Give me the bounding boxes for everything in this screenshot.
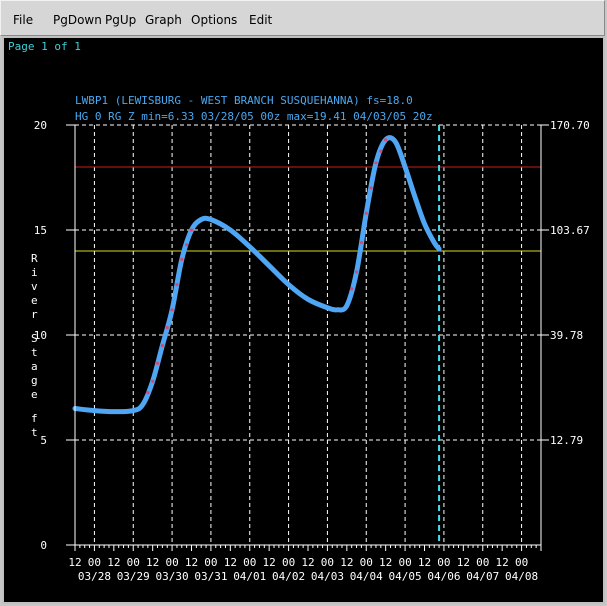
x-date-label: 03/30 <box>156 570 189 583</box>
observation-point <box>384 138 388 142</box>
x-date-label: 04/08 <box>505 570 538 583</box>
plot-frame <box>2 36 605 604</box>
x-date-label: 04/03 <box>311 570 344 583</box>
y-label-char: t <box>31 426 38 439</box>
y-label-char: r <box>31 308 38 321</box>
x-date-label: 03/29 <box>117 570 150 583</box>
x-hour-label: 12 <box>224 556 237 569</box>
x-hour-label: 00 <box>321 556 334 569</box>
menu-options[interactable]: Options <box>191 13 238 27</box>
x-hour-label: 00 <box>127 556 140 569</box>
observation-point <box>151 379 155 383</box>
y2-tick-label: 170.70 <box>550 119 590 132</box>
x-date-label: 04/01 <box>233 570 266 583</box>
menu-file[interactable]: File <box>13 13 34 27</box>
x-hour-label: 12 <box>146 556 159 569</box>
x-hour-label: 00 <box>398 556 411 569</box>
y-label-char: R <box>31 252 38 265</box>
y-label-char: t <box>31 346 38 359</box>
series <box>72 135 442 415</box>
y-tick-label: 0 <box>40 539 47 552</box>
x-hour-label: 12 <box>496 556 509 569</box>
x-hour-label: 00 <box>88 556 101 569</box>
x-hour-label: 12 <box>340 556 353 569</box>
x-hour-label: 00 <box>476 556 489 569</box>
y-label-char: g <box>31 374 38 387</box>
x-hour-label: 00 <box>204 556 217 569</box>
y-label-char: S <box>31 332 38 345</box>
x-hour-label: 00 <box>282 556 295 569</box>
menu-pgup[interactable]: PgUp <box>105 13 137 27</box>
x-date-label: 03/31 <box>194 570 227 583</box>
observation-point <box>374 161 378 165</box>
grid <box>75 124 541 545</box>
x-hour-label: 00 <box>515 556 528 569</box>
y-label-char: e <box>31 294 38 307</box>
stage-series-line <box>72 135 442 415</box>
y-tick-label: 20 <box>34 119 47 132</box>
y-label-char: e <box>31 388 38 401</box>
menu-pgdown[interactable]: PgDown <box>53 13 102 27</box>
observation-point <box>146 391 150 395</box>
observation-point <box>369 186 373 190</box>
y-label-char: v <box>31 280 38 293</box>
y-label-char: a <box>31 360 38 373</box>
observation-point <box>354 270 359 274</box>
observation-point <box>364 211 368 215</box>
page-indicator: Page 1 of 1 <box>8 40 81 53</box>
observation-point <box>189 228 194 232</box>
x-hour-label: 00 <box>360 556 373 569</box>
x-date-label: 04/02 <box>272 570 305 583</box>
x-hour-label: 00 <box>243 556 256 569</box>
x-date-label: 04/07 <box>466 570 499 583</box>
x-hour-label: 12 <box>379 556 392 569</box>
chart-title: LWBP1 (LEWISBURG - WEST BRANCH SUSQUEHAN… <box>75 94 413 107</box>
y-tick-label: 5 <box>40 434 47 447</box>
y-label-char: i <box>31 266 38 279</box>
x-hour-label: 12 <box>418 556 431 569</box>
x-hour-label: 12 <box>68 556 81 569</box>
x-hour-label: 12 <box>107 556 120 569</box>
menu-bar: File PgDown PgUp Graph Options Edit <box>0 0 605 36</box>
observation-point <box>165 326 169 330</box>
x-hour-label: 12 <box>263 556 276 569</box>
x-hour-label: 12 <box>301 556 314 569</box>
y2-tick-label: 39.78 <box>550 329 583 342</box>
observation-point <box>359 241 363 245</box>
x-hour-label: 12 <box>185 556 198 569</box>
y2-tick-label: 12.79 <box>550 434 583 447</box>
x-date-label: 04/05 <box>389 570 422 583</box>
observation-point <box>160 343 164 348</box>
observation-point <box>379 149 383 153</box>
y-tick-label: 15 <box>34 224 47 237</box>
y-tick-label: 10 <box>34 329 47 342</box>
chart-subtitle: HG 0 RG Z min=6.33 03/28/05 00z max=19.4… <box>75 110 433 123</box>
x-date-label: 03/28 <box>78 570 111 583</box>
reference-lines <box>75 125 541 545</box>
x-hour-label: 00 <box>437 556 450 569</box>
x-hour-label: 12 <box>457 556 470 569</box>
y-label-char: f <box>31 412 38 425</box>
x-date-label: 04/04 <box>350 570 383 583</box>
observation-point <box>170 308 174 312</box>
menu-graph[interactable]: Graph <box>145 13 182 27</box>
observation-point <box>175 283 179 287</box>
observation-point <box>350 287 354 291</box>
menu-edit[interactable]: Edit <box>249 13 273 27</box>
observation-point <box>180 257 184 261</box>
y2-tick-label: 103.67 <box>550 224 590 237</box>
x-date-label: 04/06 <box>427 570 460 583</box>
axes: 0 5 10 15 20 12.79 39.78 103.67 170.70 12 00 12 00 12… <box>34 119 590 583</box>
x-hour-label: 00 <box>165 556 178 569</box>
observation-point <box>185 243 189 247</box>
observation-point <box>155 361 160 365</box>
